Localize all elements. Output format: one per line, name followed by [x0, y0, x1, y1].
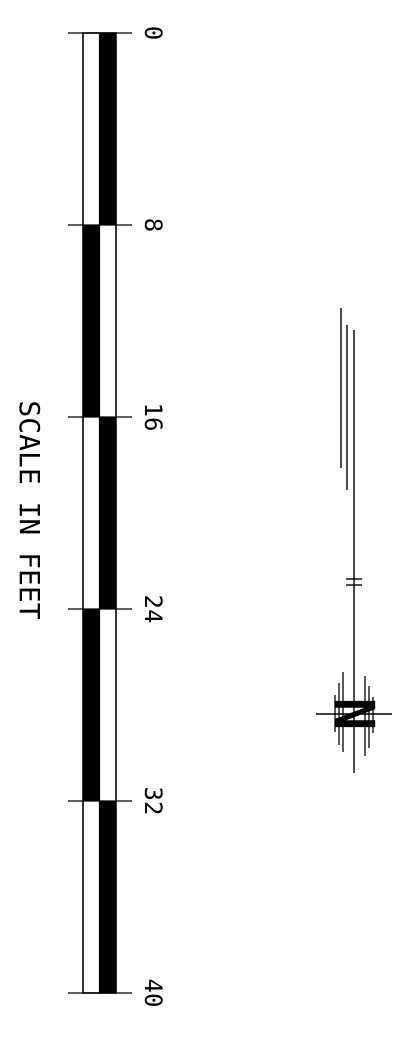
- north-arrow-icon: [316, 308, 392, 773]
- scale-segment-16-24-right: [99, 417, 116, 609]
- scale-bar: 0 8 16 24 32 40: [68, 26, 167, 1008]
- scale-title: SCALE IN FEET: [13, 400, 46, 619]
- scale-tick-label-32: 32: [139, 787, 167, 816]
- scale-segment-0-8-right: [99, 33, 116, 225]
- north-arrow-letter: N: [323, 698, 386, 731]
- scale-tick-label-0: 0: [139, 26, 167, 40]
- scale-tick-label-16: 16: [139, 403, 167, 432]
- scale-tick-label-40: 40: [139, 979, 167, 1008]
- scale-segment-8-16-left: [83, 225, 100, 417]
- scale-tick-label-24: 24: [139, 595, 167, 624]
- scale-segment-32-40-right: [99, 801, 116, 993]
- scale-tick-label-8: 8: [139, 218, 167, 232]
- scale-segment-24-32-left: [83, 609, 100, 801]
